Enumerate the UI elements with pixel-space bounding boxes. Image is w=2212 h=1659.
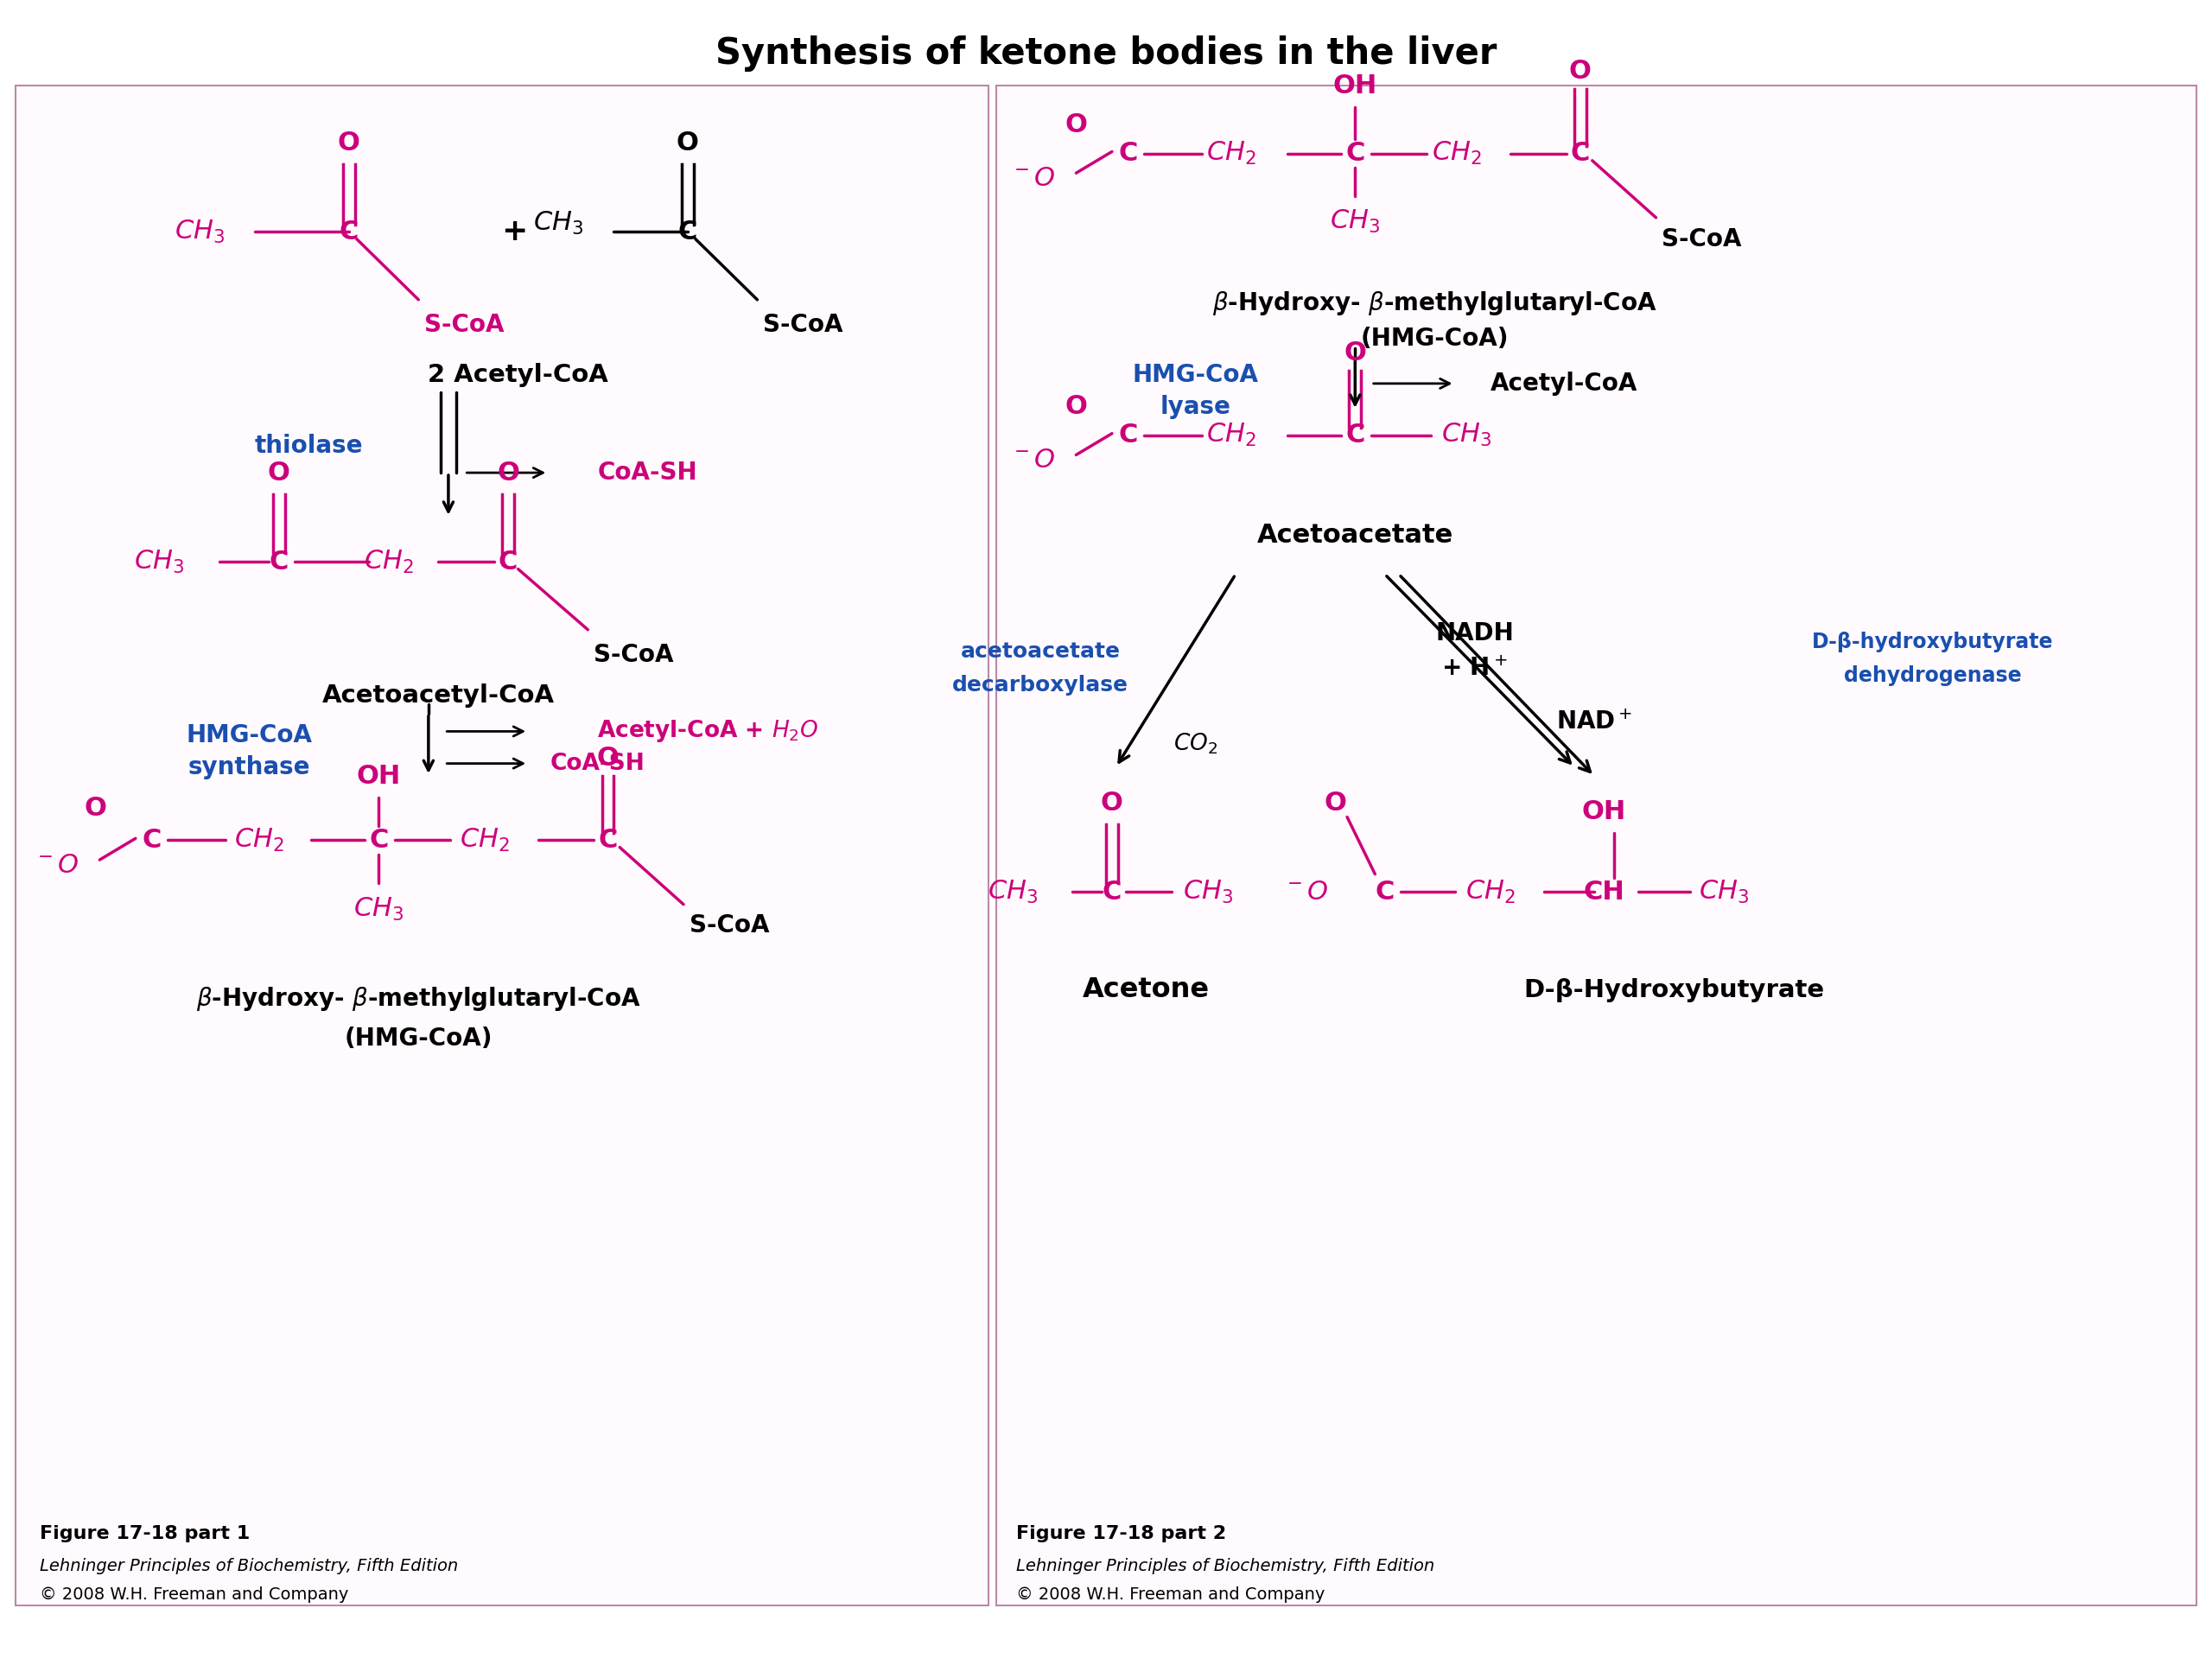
Text: Lehninger Principles of Biochemistry, Fifth Edition: Lehninger Principles of Biochemistry, Fi…: [1015, 1558, 1436, 1574]
Text: O: O: [1064, 113, 1088, 138]
Text: O: O: [1064, 395, 1088, 420]
Text: $\beta$-Hydroxy- $\beta$-methylglutaryl-CoA: $\beta$-Hydroxy- $\beta$-methylglutaryl-…: [1212, 289, 1657, 317]
Text: C: C: [1571, 141, 1590, 166]
Text: thiolase: thiolase: [254, 435, 363, 458]
Text: C: C: [142, 828, 161, 853]
Text: O: O: [268, 460, 290, 484]
Text: C: C: [1376, 879, 1394, 904]
Text: + H$^+$: + H$^+$: [1442, 657, 1509, 682]
Text: NADH: NADH: [1436, 620, 1513, 645]
Text: Acetyl-CoA + $H_2O$: Acetyl-CoA + $H_2O$: [597, 718, 818, 745]
Text: Acetone: Acetone: [1082, 977, 1210, 1004]
Text: HMG-CoA: HMG-CoA: [1133, 363, 1259, 387]
Text: $^-O$: $^-O$: [33, 853, 77, 878]
Text: $^-O$: $^-O$: [1009, 166, 1055, 191]
Text: C: C: [338, 219, 358, 244]
Text: S-CoA: S-CoA: [1661, 227, 1741, 251]
Text: $CH_2$: $CH_2$: [1206, 421, 1256, 448]
Text: $^-O$: $^-O$: [1009, 448, 1055, 473]
Text: O: O: [1568, 58, 1590, 85]
Text: C: C: [1119, 141, 1137, 166]
Text: D-β-Hydroxybutyrate: D-β-Hydroxybutyrate: [1524, 977, 1825, 1002]
Text: O: O: [597, 745, 619, 771]
Text: CoA-SH: CoA-SH: [551, 752, 646, 775]
Text: OH: OH: [1334, 73, 1378, 98]
Text: Acetoacetyl-CoA: Acetoacetyl-CoA: [323, 684, 555, 708]
Text: $CH_3$: $CH_3$: [354, 896, 405, 922]
Text: C: C: [597, 828, 617, 853]
Bar: [15, 86, 989, 1606]
Text: C: C: [1345, 423, 1365, 448]
Text: 2 Acetyl-CoA: 2 Acetyl-CoA: [427, 363, 608, 387]
Text: OH: OH: [1582, 800, 1626, 825]
Text: Synthesis of ketone bodies in the liver: Synthesis of ketone bodies in the liver: [714, 35, 1498, 71]
Text: C: C: [369, 828, 389, 853]
Text: $CH_3$: $CH_3$: [533, 209, 584, 237]
Text: $CH_3$: $CH_3$: [1329, 207, 1380, 234]
Text: NAD$^+$: NAD$^+$: [1555, 710, 1632, 735]
Text: $CH_3$: $CH_3$: [1699, 879, 1750, 906]
Text: $CH_2$: $CH_2$: [460, 826, 509, 854]
Text: +: +: [500, 217, 526, 247]
Text: O: O: [1325, 790, 1347, 815]
Text: synthase: synthase: [188, 755, 310, 780]
Text: $CH_2$: $CH_2$: [1431, 139, 1482, 168]
Text: O: O: [1345, 340, 1367, 365]
Text: HMG-CoA: HMG-CoA: [186, 723, 312, 747]
Text: S-CoA: S-CoA: [690, 914, 770, 937]
Text: acetoacetate: acetoacetate: [960, 640, 1119, 662]
Text: C: C: [677, 219, 697, 244]
Text: $CH_3$: $CH_3$: [1183, 879, 1232, 906]
Text: O: O: [338, 129, 361, 156]
Text: $CH_3$: $CH_3$: [987, 879, 1037, 906]
Text: S-CoA: S-CoA: [593, 642, 675, 667]
Text: O: O: [1102, 790, 1124, 815]
Text: $CH_3$: $CH_3$: [135, 549, 184, 576]
Text: dehydrogenase: dehydrogenase: [1845, 665, 2022, 687]
Text: $CH_3$: $CH_3$: [1442, 421, 1491, 448]
Text: O: O: [84, 796, 106, 821]
Text: S-CoA: S-CoA: [763, 312, 843, 337]
Text: Lehninger Principles of Biochemistry, Fifth Edition: Lehninger Principles of Biochemistry, Fi…: [40, 1558, 458, 1574]
Text: Acetyl-CoA: Acetyl-CoA: [1491, 372, 1637, 395]
Text: $CH_2$: $CH_2$: [363, 549, 414, 576]
Text: $^-O$: $^-O$: [1283, 879, 1327, 904]
Text: Figure 17-18 part 1: Figure 17-18 part 1: [40, 1526, 250, 1543]
Text: Acetoacetate: Acetoacetate: [1256, 523, 1453, 547]
Text: (HMG-CoA): (HMG-CoA): [345, 1027, 493, 1050]
Text: CoA-SH: CoA-SH: [597, 461, 697, 484]
Text: $CH_3$: $CH_3$: [175, 219, 223, 246]
Text: S-CoA: S-CoA: [425, 312, 504, 337]
Bar: [995, 86, 2197, 1606]
Text: Figure 17-18 part 2: Figure 17-18 part 2: [1015, 1526, 1225, 1543]
Text: C: C: [498, 549, 518, 574]
Text: D-β-hydroxybutyrate: D-β-hydroxybutyrate: [1812, 632, 2053, 652]
Text: © 2008 W.H. Freeman and Company: © 2008 W.H. Freeman and Company: [1015, 1586, 1325, 1603]
Text: decarboxylase: decarboxylase: [951, 675, 1128, 695]
Text: (HMG-CoA): (HMG-CoA): [1360, 327, 1509, 352]
Text: C: C: [1345, 141, 1365, 166]
Text: C: C: [1119, 423, 1137, 448]
Text: O: O: [498, 460, 520, 484]
Text: $CO_2$: $CO_2$: [1175, 732, 1219, 757]
Text: © 2008 W.H. Freeman and Company: © 2008 W.H. Freeman and Company: [40, 1586, 349, 1603]
Text: $\beta$-Hydroxy- $\beta$-methylglutaryl-CoA: $\beta$-Hydroxy- $\beta$-methylglutaryl-…: [197, 985, 641, 1012]
Text: lyase: lyase: [1161, 395, 1232, 418]
Text: O: O: [677, 129, 699, 156]
Text: OH: OH: [356, 763, 400, 788]
Text: C: C: [270, 549, 288, 574]
Text: $CH_2$: $CH_2$: [1467, 879, 1515, 906]
Text: $CH_2$: $CH_2$: [234, 826, 283, 854]
Text: CH: CH: [1584, 879, 1626, 904]
Text: C: C: [1102, 879, 1121, 904]
Text: $CH_2$: $CH_2$: [1206, 139, 1256, 168]
